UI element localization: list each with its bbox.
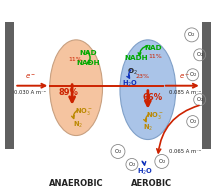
Text: N$_2$: N$_2$ bbox=[73, 119, 83, 130]
Text: 0.085 A m⁻²: 0.085 A m⁻² bbox=[169, 90, 201, 95]
Bar bbox=[202, 22, 211, 149]
Text: ANAEROBIC: ANAEROBIC bbox=[49, 179, 103, 188]
Text: 11%: 11% bbox=[148, 54, 162, 59]
FancyArrowPatch shape bbox=[144, 114, 149, 122]
FancyArrowPatch shape bbox=[71, 110, 78, 119]
Text: O$_2$: O$_2$ bbox=[158, 157, 166, 166]
Ellipse shape bbox=[120, 40, 176, 139]
Text: NO$_3^-$: NO$_3^-$ bbox=[146, 110, 164, 121]
Text: NAD: NAD bbox=[144, 45, 162, 51]
Ellipse shape bbox=[50, 40, 103, 136]
Text: 0.065 A m⁻²: 0.065 A m⁻² bbox=[169, 149, 201, 154]
Text: NADH: NADH bbox=[124, 55, 148, 61]
FancyArrowPatch shape bbox=[157, 105, 199, 153]
Text: $e^-$: $e^-$ bbox=[25, 72, 36, 81]
Text: H$_2$O: H$_2$O bbox=[122, 79, 138, 89]
Text: 89%: 89% bbox=[58, 88, 78, 97]
Text: O$_2$: O$_2$ bbox=[187, 30, 196, 39]
Text: O$_2$: O$_2$ bbox=[195, 50, 204, 59]
Bar bbox=[5, 22, 14, 149]
Text: NADH: NADH bbox=[76, 60, 100, 66]
FancyArrowPatch shape bbox=[142, 161, 146, 165]
Text: $e^-$: $e^-$ bbox=[179, 72, 190, 81]
Text: O$_2$: O$_2$ bbox=[189, 117, 197, 126]
FancyArrowPatch shape bbox=[127, 70, 131, 78]
Text: AEROBIC: AEROBIC bbox=[131, 179, 172, 188]
Text: 66%: 66% bbox=[143, 93, 163, 102]
Text: 11%: 11% bbox=[68, 57, 82, 62]
Text: O$_2$: O$_2$ bbox=[127, 67, 138, 77]
Text: O$_2$: O$_2$ bbox=[128, 160, 136, 169]
Text: O$_2$: O$_2$ bbox=[114, 147, 122, 156]
FancyArrowPatch shape bbox=[87, 52, 91, 63]
Text: 0.030 A m⁻²: 0.030 A m⁻² bbox=[14, 90, 46, 95]
Text: O$_2$: O$_2$ bbox=[195, 95, 204, 104]
Text: NAD: NAD bbox=[79, 50, 97, 56]
Text: N$_2$: N$_2$ bbox=[143, 122, 153, 133]
Text: H$_2$O: H$_2$O bbox=[137, 166, 153, 177]
Text: O$_2$: O$_2$ bbox=[189, 70, 197, 79]
Text: NO$_3^-$: NO$_3^-$ bbox=[75, 106, 93, 117]
Text: 23%: 23% bbox=[136, 74, 150, 79]
FancyArrowPatch shape bbox=[138, 45, 148, 56]
